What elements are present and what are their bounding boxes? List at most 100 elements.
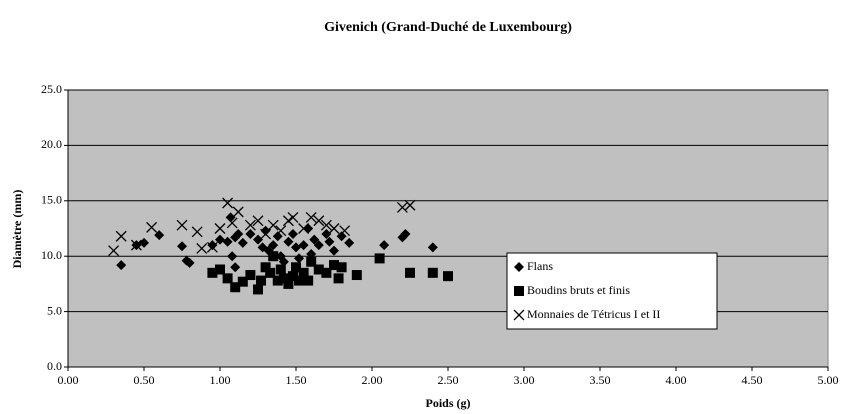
point xyxy=(207,240,218,251)
point xyxy=(328,223,340,234)
point xyxy=(222,197,234,209)
point xyxy=(309,234,320,245)
point xyxy=(206,241,218,253)
point xyxy=(244,219,256,231)
point xyxy=(176,219,188,231)
point xyxy=(298,223,310,234)
point xyxy=(245,229,256,240)
point xyxy=(404,199,416,211)
point xyxy=(329,245,339,256)
point xyxy=(287,229,298,240)
point xyxy=(405,267,415,278)
point xyxy=(130,239,142,251)
point xyxy=(115,230,127,242)
point xyxy=(287,271,298,282)
point xyxy=(443,271,453,282)
point xyxy=(275,225,287,237)
x-tick-label: 1.50 xyxy=(286,373,307,387)
point xyxy=(215,264,225,275)
point xyxy=(333,273,344,284)
x-tick-label: 5.00 xyxy=(818,373,839,387)
point xyxy=(306,256,317,267)
point xyxy=(291,242,301,253)
x-tick-label: 0.50 xyxy=(134,373,155,387)
point xyxy=(260,262,271,273)
legend-marker xyxy=(514,262,524,272)
chart-title: Givenich (Grand-Duché de Luxembourg) xyxy=(324,20,572,35)
point xyxy=(294,253,305,264)
y-tick-label: 5.0 xyxy=(47,303,62,317)
point xyxy=(298,267,309,278)
x-tick-label: 1.00 xyxy=(210,373,231,387)
x-tick-label: 3.50 xyxy=(590,373,611,387)
point xyxy=(298,240,309,251)
point xyxy=(108,245,120,257)
point xyxy=(339,225,351,237)
point xyxy=(154,230,165,241)
y-axis-label: Diamètre (mm) xyxy=(10,190,24,269)
point xyxy=(207,267,218,278)
point xyxy=(336,262,347,273)
point xyxy=(225,212,236,223)
point xyxy=(336,231,347,242)
point xyxy=(321,267,332,278)
point xyxy=(321,229,332,240)
point xyxy=(320,219,332,231)
legend-marker xyxy=(513,309,525,321)
point xyxy=(230,282,241,293)
point xyxy=(237,276,248,287)
point xyxy=(222,273,233,284)
point xyxy=(196,242,208,254)
legend-label: Monnaies de Tétricus I et II xyxy=(527,307,660,321)
point xyxy=(222,236,233,247)
point xyxy=(227,251,238,262)
point xyxy=(184,257,195,268)
point xyxy=(253,284,263,295)
point xyxy=(265,267,276,278)
point xyxy=(260,225,271,236)
x-tick-label: 3.00 xyxy=(514,373,535,387)
point xyxy=(226,217,238,229)
x-axis-label: Poids (g) xyxy=(426,396,471,410)
point xyxy=(256,275,267,286)
point xyxy=(324,236,335,247)
x-tick-label: 4.50 xyxy=(742,373,763,387)
point xyxy=(313,264,324,275)
y-tick-label: 15.0 xyxy=(41,193,62,207)
point xyxy=(268,240,279,251)
point xyxy=(252,215,264,227)
point xyxy=(272,231,283,242)
point xyxy=(291,262,301,273)
point xyxy=(278,256,289,267)
point xyxy=(282,215,294,227)
x-tick-label: 2.50 xyxy=(438,373,459,387)
y-tick-label: 10.0 xyxy=(41,248,62,262)
point xyxy=(275,264,286,275)
point xyxy=(351,270,362,281)
legend-marker xyxy=(514,286,524,296)
point xyxy=(427,242,438,253)
point xyxy=(215,234,225,245)
point xyxy=(230,262,241,273)
y-tick-label: 25.0 xyxy=(41,82,62,96)
point xyxy=(253,234,263,245)
point xyxy=(313,240,324,251)
point xyxy=(283,278,294,289)
point xyxy=(191,226,203,238)
point xyxy=(344,237,355,248)
point xyxy=(267,219,279,231)
point xyxy=(294,275,305,286)
point xyxy=(146,221,158,233)
point xyxy=(329,260,339,271)
point xyxy=(278,273,289,284)
point xyxy=(313,215,325,227)
point xyxy=(287,211,299,223)
point xyxy=(400,229,411,240)
point xyxy=(232,206,244,218)
point xyxy=(245,270,256,281)
point xyxy=(305,211,317,223)
point xyxy=(379,240,390,251)
point xyxy=(272,275,283,286)
point xyxy=(116,260,127,271)
